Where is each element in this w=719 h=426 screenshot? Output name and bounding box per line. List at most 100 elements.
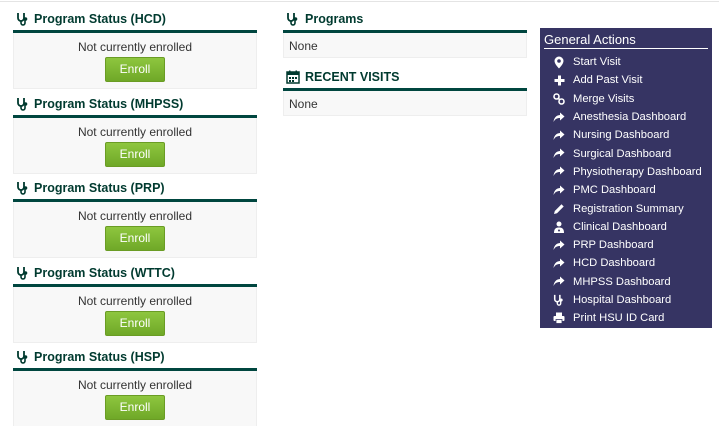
general-actions-title: General Actions — [544, 32, 708, 49]
action-print-hsu-id-card[interactable]: Print HSU ID Card — [544, 309, 708, 327]
action-anesthesia-dashboard[interactable]: Anesthesia Dashboard — [544, 108, 708, 126]
enrollment-status-text: Not currently enrolled — [77, 293, 193, 308]
recent-visits-value: None — [283, 91, 527, 116]
program-status-hcd: Program Status (HCD) Not currently enrol… — [13, 9, 257, 94]
enroll-button-hcd[interactable]: Enroll — [105, 57, 165, 82]
program-status-header: Program Status (HSP) — [13, 347, 257, 367]
action-label: Merge Visits — [573, 92, 635, 105]
program-status-column: Program Status (HCD) Not currently enrol… — [13, 9, 257, 426]
stethoscope-icon — [286, 12, 300, 26]
enrollment-status-text: Not currently enrolled — [77, 209, 193, 223]
section-rule — [283, 88, 527, 91]
action-registration-summary[interactable]: Registration Summary — [544, 199, 708, 217]
section-rule — [283, 30, 527, 33]
stethoscope-icon — [16, 350, 30, 364]
stethoscope-icon — [16, 12, 30, 26]
recent-visits-title: RECENT VISITS — [305, 70, 400, 84]
program-status-header: Program Status (WTTC) — [13, 263, 257, 283]
user-md-icon — [552, 220, 566, 234]
action-label: MHPSS Dashboard — [573, 275, 671, 288]
stethoscope-icon — [16, 266, 30, 280]
enrollment-status-text: Not currently enrolled — [77, 124, 193, 139]
recent-visits-header: RECENT VISITS — [283, 67, 527, 87]
program-status-title: Program Status (HCD) — [34, 12, 166, 26]
share-arrow-icon — [552, 238, 566, 252]
program-status-hsp: Program Status (HSP) Not currently enrol… — [13, 347, 257, 426]
action-start-visit[interactable]: Start Visit — [544, 53, 708, 71]
program-status-body: Not currently enrolled Enroll — [13, 371, 257, 426]
plus-icon — [552, 73, 566, 87]
section-rule — [13, 368, 257, 371]
map-pin-icon — [552, 55, 566, 69]
action-surgical-dashboard[interactable]: Surgical Dashboard — [544, 144, 708, 162]
share-arrow-icon — [552, 147, 566, 161]
share-arrow-icon — [552, 256, 566, 270]
program-status-mhpss: Program Status (MHPSS) Not currently enr… — [13, 94, 257, 179]
program-status-title: Program Status (PRP) — [34, 181, 165, 195]
action-label: Physiotherapy Dashboard — [573, 165, 702, 178]
stethoscope-icon — [16, 181, 30, 195]
action-physiotherapy-dashboard[interactable]: Physiotherapy Dashboard — [544, 163, 708, 181]
action-label: Add Past Visit — [573, 74, 643, 87]
program-status-body: Not currently enrolled Enroll — [13, 33, 257, 89]
program-status-body: Not currently enrolled Enroll — [13, 117, 257, 174]
program-status-body: Not currently enrolled Enroll — [13, 202, 257, 258]
enroll-button-mhpss[interactable]: Enroll — [105, 141, 165, 167]
stethoscope-icon — [16, 97, 30, 111]
action-hcd-dashboard[interactable]: HCD Dashboard — [544, 254, 708, 272]
enroll-button-prp[interactable]: Enroll — [105, 226, 165, 251]
share-arrow-icon — [552, 165, 566, 179]
enroll-button-wttc[interactable]: Enroll — [105, 310, 165, 336]
section-rule — [13, 30, 257, 33]
general-actions-list: Start Visit Add Past Visit Merge Visits … — [544, 53, 708, 327]
action-label: Surgical Dashboard — [573, 147, 672, 160]
link-icon — [552, 92, 566, 106]
action-label: Print HSU ID Card — [573, 312, 665, 325]
action-label: Hospital Dashboard — [573, 294, 672, 306]
enrollment-status-text: Not currently enrolled — [77, 40, 193, 54]
recent-visits-widget: RECENT VISITS None — [283, 67, 527, 116]
program-status-title: Program Status (WTTC) — [34, 265, 175, 280]
pencil-icon — [552, 202, 566, 216]
action-label: Anesthesia Dashboard — [573, 111, 687, 124]
action-merge-visits[interactable]: Merge Visits — [544, 90, 708, 108]
calendar-icon — [286, 70, 300, 84]
action-nursing-dashboard[interactable]: Nursing Dashboard — [544, 126, 708, 144]
share-arrow-icon — [552, 275, 566, 289]
program-status-header: Program Status (HCD) — [13, 9, 257, 29]
program-status-title: Program Status (MHPSS) — [34, 96, 184, 111]
program-status-body: Not currently enrolled Enroll — [13, 286, 257, 343]
section-rule — [13, 199, 257, 202]
action-label: Start Visit — [573, 56, 621, 69]
action-prp-dashboard[interactable]: PRP Dashboard — [544, 236, 708, 254]
program-status-wttc: Program Status (WTTC) Not currently enro… — [13, 263, 257, 348]
action-label: PMC Dashboard — [573, 184, 656, 197]
action-pmc-dashboard[interactable]: PMC Dashboard — [544, 181, 708, 199]
general-actions-panel: General Actions Start Visit Add Past Vis… — [540, 28, 712, 328]
info-column: Programs None RECENT VISITS None — [283, 9, 527, 116]
action-label: HCD Dashboard — [573, 257, 656, 270]
action-label: Clinical Dashboard — [573, 220, 667, 233]
program-status-title: Program Status (HSP) — [34, 350, 165, 364]
program-status-header: Program Status (PRP) — [13, 178, 257, 198]
action-clinical-dashboard[interactable]: Clinical Dashboard — [544, 218, 708, 236]
action-label: Nursing Dashboard — [573, 129, 670, 142]
enroll-button-hsp[interactable]: Enroll — [105, 395, 165, 420]
programs-title: Programs — [305, 12, 364, 26]
action-add-past-visit[interactable]: Add Past Visit — [544, 71, 708, 89]
top-divider — [0, 1, 719, 2]
share-arrow-icon — [552, 183, 566, 197]
action-label: Registration Summary — [573, 202, 684, 215]
action-label: PRP Dashboard — [573, 239, 654, 252]
share-arrow-icon — [552, 110, 566, 124]
action-hospital-dashboard[interactable]: Hospital Dashboard — [544, 291, 708, 309]
section-rule — [13, 283, 257, 287]
programs-widget: Programs None — [283, 9, 527, 58]
enrollment-status-text: Not currently enrolled — [77, 378, 193, 392]
programs-value: None — [283, 33, 527, 58]
action-mhpss-dashboard[interactable]: MHPSS Dashboard — [544, 273, 708, 291]
section-rule — [13, 114, 257, 118]
stethoscope-icon — [552, 293, 566, 307]
print-icon — [552, 311, 566, 325]
program-status-header: Program Status (MHPSS) — [13, 94, 257, 114]
